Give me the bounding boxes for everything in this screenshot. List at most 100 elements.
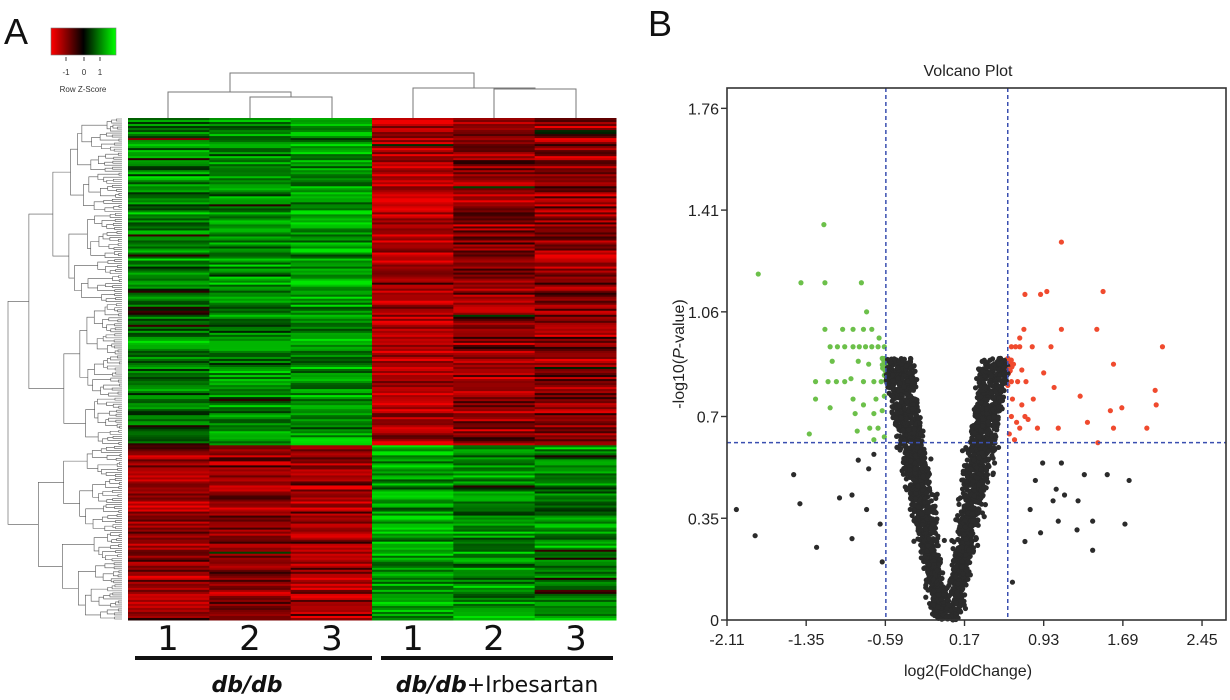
heatmap-cell <box>453 332 536 336</box>
dendrogram-branch <box>104 563 115 569</box>
heatmap-cell <box>209 174 292 177</box>
heatmap-cell <box>290 222 373 225</box>
heatmap-cell <box>128 393 210 396</box>
volcano-point <box>983 466 989 473</box>
heatmap-cell <box>128 479 210 482</box>
heatmap-cell <box>128 180 210 183</box>
heatmap-cell <box>534 146 617 149</box>
heatmap-cell <box>534 439 617 442</box>
heatmap-cell <box>290 519 373 523</box>
volcano-point <box>972 385 979 391</box>
sample-label: 1 <box>402 619 424 659</box>
volcano-point <box>923 526 929 532</box>
heatmap-cell <box>290 415 373 418</box>
heatmap-cell <box>209 401 292 404</box>
heatmap-cell <box>209 377 292 380</box>
volcano-point <box>884 356 891 363</box>
heatmap-cell <box>372 407 454 410</box>
heatmap-cell <box>453 407 536 410</box>
heatmap-cell <box>209 248 292 252</box>
volcano-point <box>911 439 917 446</box>
heatmap-cell <box>209 240 292 243</box>
heatmap-cell <box>534 459 617 462</box>
heatmap-cell <box>290 563 373 567</box>
heatmap-cell <box>128 583 210 587</box>
heatmap-cell <box>290 427 373 430</box>
heatmap-cell <box>290 487 373 490</box>
dendrogram-branch <box>93 310 106 324</box>
heatmap-cell <box>453 463 536 466</box>
heatmap-cell <box>453 451 536 454</box>
volcano-point <box>919 544 925 550</box>
dendrogram-branch <box>115 550 122 554</box>
volcano-point <box>976 379 982 386</box>
volcano-point <box>984 410 990 416</box>
heatmap-cell <box>453 393 536 396</box>
volcano-point-down <box>798 280 804 286</box>
heatmap-cell <box>534 455 617 458</box>
heatmap-cell <box>534 577 617 581</box>
heatmap-cell <box>290 142 373 145</box>
heatmap-cell <box>209 411 292 414</box>
heatmap-cell <box>128 358 210 362</box>
heatmap-cell <box>534 585 617 589</box>
dendrogram-branch <box>113 345 122 349</box>
heatmap-cell <box>290 445 373 448</box>
heatmap-cell <box>453 132 536 135</box>
heatmap-cell <box>209 465 292 468</box>
group-suffix: +Irbesartan <box>467 673 599 698</box>
heatmap-cell <box>453 256 536 260</box>
heatmap-cell <box>453 389 536 392</box>
heatmap-cell <box>453 190 536 193</box>
volcano-point <box>990 471 996 478</box>
heatmap-cell <box>209 617 292 621</box>
dendrogram-branch <box>113 562 122 566</box>
heatmap-cell <box>209 338 292 342</box>
heatmap-cell <box>534 573 617 577</box>
heatmap-cell <box>453 537 536 541</box>
heatmap-cell <box>372 316 454 320</box>
heatmap-cell <box>372 348 454 352</box>
heatmap-cell <box>534 228 617 231</box>
heatmap-cell <box>372 118 454 121</box>
volcano-point <box>963 444 969 451</box>
volcano-point <box>971 487 977 493</box>
heatmap-cell <box>534 338 617 342</box>
heatmap-cell <box>372 561 454 565</box>
heatmap-cell <box>290 230 373 233</box>
volcano-point <box>903 363 909 369</box>
heatmap-cell <box>372 308 454 312</box>
volcano-point <box>970 422 977 429</box>
heatmap-cell <box>453 505 536 509</box>
heatmap-cell <box>534 206 617 209</box>
heatmap-cell <box>209 144 292 147</box>
heatmap-cell <box>534 158 617 161</box>
volcano-point <box>894 410 900 416</box>
volcano-point <box>924 580 930 586</box>
heatmap-cell <box>128 555 210 559</box>
volcano-point <box>979 405 985 412</box>
dendrogram-branch <box>119 383 122 387</box>
volcano-point <box>923 594 929 600</box>
heatmap-cell <box>534 465 617 468</box>
heatmap-cell <box>209 276 292 280</box>
heatmap-cell <box>372 525 454 529</box>
dendrogram-branch <box>106 499 122 503</box>
heatmap-cell <box>372 571 454 575</box>
heatmap-cell <box>209 435 292 438</box>
dendrogram-branch <box>112 166 122 170</box>
heatmap-cell <box>453 164 536 167</box>
heatmap-cell <box>290 348 373 352</box>
volcano-point <box>899 361 905 367</box>
heatmap-cell <box>209 272 292 276</box>
group-label-dbdb: db/db <box>211 673 282 698</box>
heatmap-cell <box>453 274 536 278</box>
dendrogram-branch <box>107 515 122 519</box>
heatmap-cell <box>128 519 210 523</box>
volcano-point <box>921 565 927 571</box>
heatmap-cell <box>290 595 373 599</box>
heatmap-cell <box>534 613 617 617</box>
volcano-point-down <box>875 425 881 431</box>
heatmap-cell <box>290 517 373 521</box>
dendrogram-branch <box>116 538 122 541</box>
